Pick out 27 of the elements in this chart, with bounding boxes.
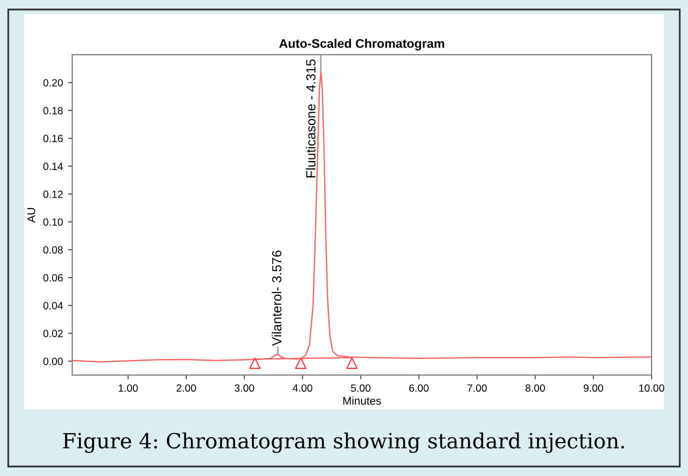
- caption: Figure 4: Chromatogram showing standard injection.: [63, 432, 624, 453]
- x-tick-label: 10.00: [639, 384, 664, 392]
- annotation: Vilanterol- 3.576: [272, 250, 282, 346]
- x-tick-label: 3.00: [234, 384, 254, 392]
- x-tick-label: 7.00: [467, 384, 487, 392]
- annotation: Fluuticasone - 4.315: [306, 59, 316, 178]
- y-tick-label: 0.18: [43, 106, 63, 114]
- x-tick-label: 4.00: [292, 384, 312, 392]
- y-tick-label: 0.00: [43, 358, 63, 366]
- y-tick-label: 0.08: [43, 246, 63, 254]
- x-tick-label: 1.00: [118, 384, 138, 392]
- y-tick-label: 0.12: [43, 190, 63, 198]
- y-tick-label: 0.16: [43, 134, 63, 142]
- x-tick-label: 6.00: [409, 384, 429, 392]
- y-tick-label: 0.02: [43, 330, 63, 338]
- x-tick-label: 9.00: [584, 384, 604, 392]
- y-tick-label: 0.06: [43, 274, 63, 282]
- x-tick-label: 5.00: [351, 384, 370, 392]
- y-tick-label: 0.10: [43, 218, 63, 226]
- y-tick-label: 0.04: [43, 302, 63, 310]
- y-tick-label: 0.20: [43, 79, 63, 86]
- y-tick-label: 0.14: [43, 162, 63, 170]
- x-axis-title: Minutes: [343, 396, 381, 405]
- x-tick-label: 2.00: [176, 384, 196, 392]
- y-axis-title: AU: [27, 208, 36, 223]
- chart-title: Auto-Scaled Chromatogram: [279, 38, 444, 50]
- x-tick-label: 8.00: [526, 384, 545, 392]
